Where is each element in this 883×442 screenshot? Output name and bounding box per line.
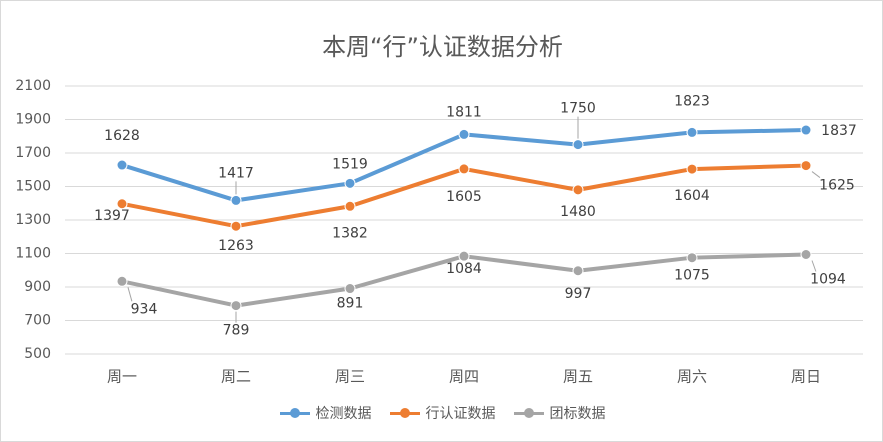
y-tick-label: 1100 <box>15 246 51 262</box>
data-point <box>230 194 242 206</box>
data-label: 1397 <box>94 208 130 224</box>
data-point <box>230 300 242 312</box>
data-label: 1075 <box>674 268 710 284</box>
x-tick-label: 周日 <box>791 368 821 386</box>
data-point <box>458 163 470 175</box>
data-label: 1094 <box>810 272 846 288</box>
data-label: 1480 <box>560 204 596 220</box>
y-tick-label: 2100 <box>15 78 51 94</box>
data-point <box>116 275 128 287</box>
data-label: 1604 <box>674 188 710 204</box>
y-tick-label: 700 <box>24 313 51 329</box>
y-tick-label: 1700 <box>15 145 51 161</box>
data-point <box>458 128 470 140</box>
data-point <box>344 177 356 189</box>
data-label: 1417 <box>218 165 254 181</box>
legend-item-series-2[interactable]: 团标数据 <box>513 403 606 423</box>
legend-item-series-0[interactable]: 检测数据 <box>279 403 372 423</box>
data-label-leader <box>811 171 821 178</box>
data-point <box>800 249 812 261</box>
data-label: 1263 <box>218 238 254 254</box>
y-tick-label: 500 <box>24 346 51 362</box>
data-label: 891 <box>337 296 364 312</box>
data-label: 1382 <box>332 225 368 241</box>
data-label: 934 <box>131 301 158 317</box>
data-point <box>572 265 584 277</box>
data-label: 789 <box>223 323 250 339</box>
legend-label-series-1: 行认证数据 <box>425 406 496 422</box>
data-point <box>686 163 698 175</box>
data-point <box>344 200 356 212</box>
data-label: 1605 <box>446 189 482 205</box>
data-point <box>800 124 812 136</box>
chart-title: 本周“行”认证数据分析 <box>322 33 563 61</box>
x-tick-label: 周一 <box>107 368 137 386</box>
data-label: 1750 <box>560 101 596 117</box>
data-label: 1084 <box>446 261 482 277</box>
legend-swatch-series-0 <box>279 407 310 419</box>
y-tick-label: 1500 <box>15 179 51 195</box>
data-label: 1811 <box>446 104 482 120</box>
data-label: 1519 <box>332 156 368 172</box>
legend-item-series-1[interactable]: 行认证数据 <box>389 403 496 423</box>
data-label: 1628 <box>104 128 140 144</box>
legend-label-series-2: 团标数据 <box>549 406 606 422</box>
data-point <box>116 159 128 171</box>
data-point <box>344 283 356 295</box>
legend-swatch-series-2 <box>513 407 544 419</box>
data-label: 1823 <box>674 93 710 109</box>
x-tick-label: 周二 <box>221 368 251 386</box>
data-label-leader <box>127 287 133 302</box>
legend-label-series-0: 检测数据 <box>315 406 372 422</box>
data-label: 1625 <box>819 178 855 194</box>
data-point <box>458 250 470 262</box>
y-tick-label: 1300 <box>15 212 51 228</box>
legend: 检测数据 行认证数据 团标数据 <box>1 403 882 423</box>
data-point <box>800 160 812 172</box>
data-point <box>686 252 698 264</box>
data-label: 1837 <box>821 123 857 139</box>
data-point <box>686 126 698 138</box>
data-point <box>230 220 242 232</box>
legend-swatch-series-1 <box>389 407 420 419</box>
data-label: 997 <box>565 286 592 302</box>
data-label-leader <box>811 260 817 272</box>
data-point <box>116 198 128 210</box>
x-tick-label: 周五 <box>563 368 593 386</box>
data-point <box>572 139 584 151</box>
y-tick-label: 1900 <box>15 112 51 128</box>
x-tick-label: 周六 <box>677 368 707 386</box>
x-tick-label: 周四 <box>449 368 479 386</box>
y-tick-label: 900 <box>24 279 51 295</box>
x-tick-label: 周三 <box>335 368 365 386</box>
data-point <box>572 184 584 196</box>
